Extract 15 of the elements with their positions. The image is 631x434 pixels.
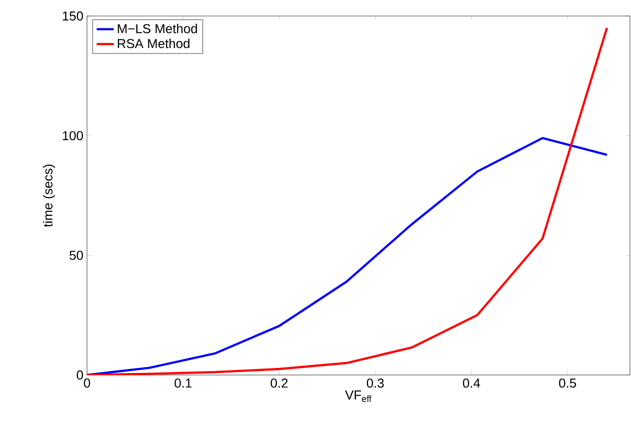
legend-label: M−LS Method [118, 24, 197, 34]
y-axis-title: time (secs) [42, 164, 56, 227]
x-tick-label: 0 [84, 378, 90, 388]
legend-label: RSA Method [118, 38, 190, 48]
y-tick-label: 150 [62, 11, 83, 21]
x-axis-title: VF$_{eff}$ [345, 390, 372, 402]
x-tick-label: 0.5 [559, 378, 576, 388]
y-tick-label: 50 [70, 250, 83, 260]
x-tick-label: 0.2 [270, 378, 288, 388]
x-tick-label: 0.1 [174, 378, 192, 388]
y-tick-label: 100 [62, 131, 83, 140]
line-series [87, 136, 608, 375]
x-tick-label: 0.3 [366, 378, 384, 388]
x-tick-label: 0.4 [462, 378, 480, 388]
y-tick-label: 0 [76, 370, 83, 380]
